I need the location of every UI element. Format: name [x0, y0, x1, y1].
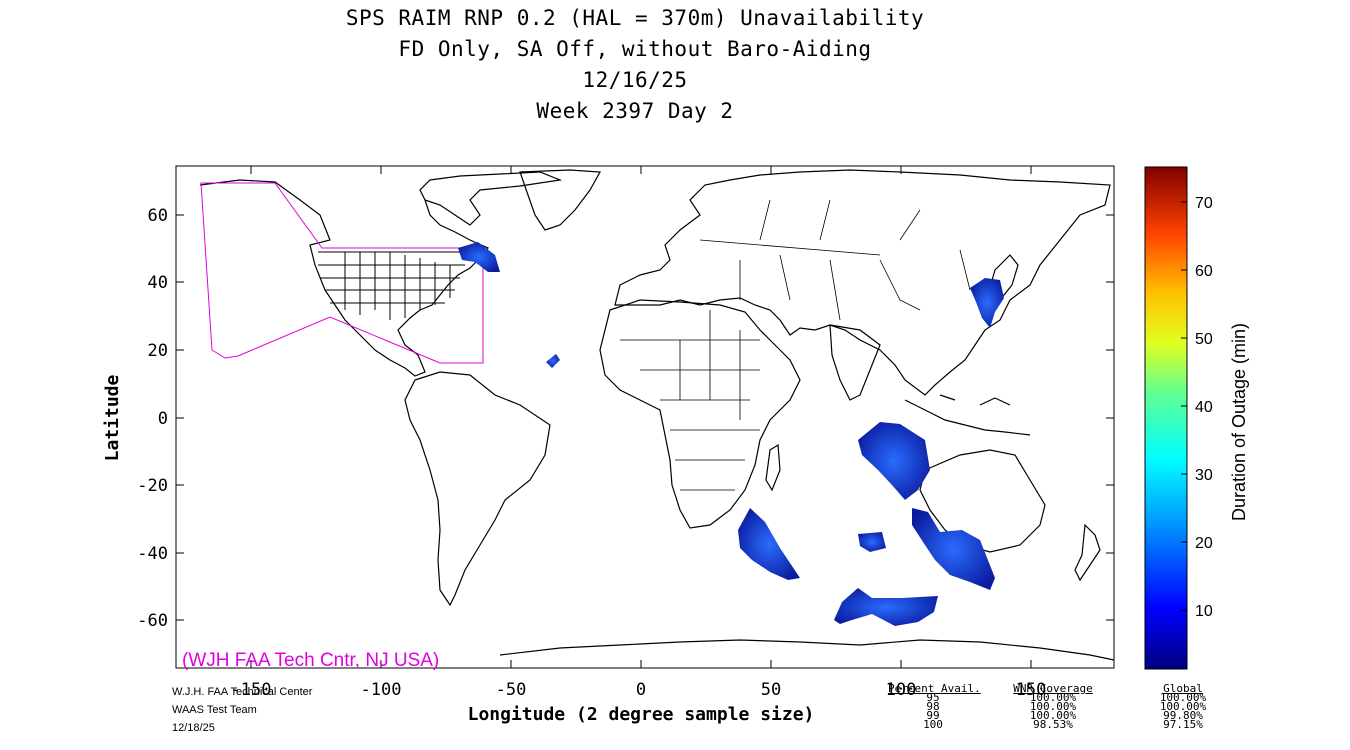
map-title-line-1: SPS RAIM RNP 0.2 (HAL = 370m) Unavailabi… [345, 6, 925, 30]
table-cell: 98.53% [1033, 718, 1073, 731]
india-outline [829, 324, 881, 401]
availability-table-header: Percent Avail. WNR Coverage Global [888, 682, 1238, 695]
outage-area-south-indian-ocean [858, 532, 886, 552]
outage-area-northeast-us [458, 242, 500, 272]
table-cell: 100.00% [1029, 700, 1077, 713]
colorbar [1144, 166, 1188, 670]
y-tick-label: 0 [158, 409, 168, 429]
eurasia-outline [614, 169, 1111, 396]
table-row: 98 100.00% 100.00% [888, 700, 1238, 713]
table-cell: 100.00% [1029, 709, 1077, 722]
africa-outline [599, 299, 801, 529]
x-tick-label: 100 [886, 680, 917, 700]
greenland-outline [519, 169, 601, 231]
table-cell: 100.00% [1029, 691, 1077, 704]
outage-area-indian-ocean [858, 422, 930, 500]
colorbar-tick-label: 30 [1195, 467, 1213, 484]
x-tick-label: -100 [361, 680, 402, 700]
africa-borders [620, 310, 760, 491]
colorbar-tick-label: 10 [1195, 603, 1213, 620]
x-tick-label: 50 [761, 680, 781, 700]
y-axis-label: Latitude [102, 374, 123, 461]
credit-team: WAAS Test Team [172, 704, 257, 716]
colorbar-tick-label: 20 [1195, 535, 1213, 552]
y-tick-label: 20 [148, 341, 168, 361]
table-cell: 98 [926, 700, 940, 713]
colorbar-tick-label: 50 [1195, 331, 1213, 348]
table-cell: 100.00% [1159, 700, 1207, 713]
map-title-line-2: FD Only, SA Off, without Baro-Aiding [398, 37, 872, 61]
credit-organization: W.J.H. FAA Technical Center [172, 686, 313, 698]
outage-area-south-africa-ocean [738, 508, 800, 580]
wnr-region-outline [200, 182, 484, 364]
antarctica-outline [499, 639, 1114, 661]
eurasia-borders [699, 199, 971, 321]
table-cell: 95 [926, 691, 940, 704]
table-cell: 97.15% [1163, 718, 1203, 731]
credit-date: 12/18/25 [172, 722, 215, 734]
outage-area-korea-japan [970, 278, 1004, 328]
x-axis-label: Longitude (2 degree sample size) [468, 704, 815, 725]
indonesia-outline [904, 394, 1031, 436]
y-axis-ticks [176, 214, 1114, 621]
y-tick-label: 40 [148, 273, 168, 293]
colorbar-tick-label: 60 [1195, 263, 1213, 280]
header-wnr-coverage: WNR Coverage [1013, 682, 1093, 695]
colorbar-label: Duration of Outage (min) [1229, 323, 1249, 521]
y-tick-label: -40 [137, 544, 168, 564]
colorbar-tick-label: 40 [1195, 399, 1213, 416]
outage-area-southern-ocean [834, 588, 938, 626]
australia-outline [919, 449, 1046, 553]
watermark-text: (WJH FAA Tech Cntr, NJ USA) [182, 650, 440, 671]
us-state-grid [318, 251, 470, 320]
colorbar-ticks [1181, 201, 1187, 611]
x-tick-label: 0 [636, 680, 646, 700]
x-axis-ticks [250, 166, 1032, 668]
table-row: 99 100.00% 99.80% [888, 709, 1238, 722]
table-cell: 99.80% [1163, 709, 1203, 722]
new-zealand-outline [1074, 523, 1101, 582]
table-row: 95 100.00% 100.00% [888, 691, 1238, 704]
map-title-week-day: Week 2397 Day 2 [536, 99, 734, 123]
y-tick-label: -60 [137, 611, 168, 631]
table-cell: 100.00% [1159, 691, 1207, 704]
table-cell: 99 [926, 709, 940, 722]
map-land-layer [199, 169, 1114, 661]
table-row: 100 98.53% 97.15% [888, 718, 1238, 731]
availability-table: Percent Avail. WNR Coverage Global 95 10… [888, 682, 1238, 731]
y-tick-label: -20 [137, 476, 168, 496]
x-tick-label: -150 [231, 680, 272, 700]
x-tick-label: 150 [1016, 680, 1047, 700]
map-title-date: 12/16/25 [582, 68, 688, 92]
header-global: Global [1163, 682, 1203, 695]
y-tick-label: 60 [148, 206, 168, 226]
outage-area-atlantic [546, 354, 560, 368]
outage-area-south-australia [912, 508, 995, 590]
map-frame [175, 165, 1115, 669]
madagascar-outline [765, 443, 781, 492]
header-percent-avail: Percent Avail. [888, 682, 981, 695]
south-america-outline [404, 371, 551, 607]
table-cell: 100 [923, 718, 943, 731]
colorbar-tick-label: 70 [1195, 195, 1213, 212]
x-tick-label: -50 [496, 680, 527, 700]
